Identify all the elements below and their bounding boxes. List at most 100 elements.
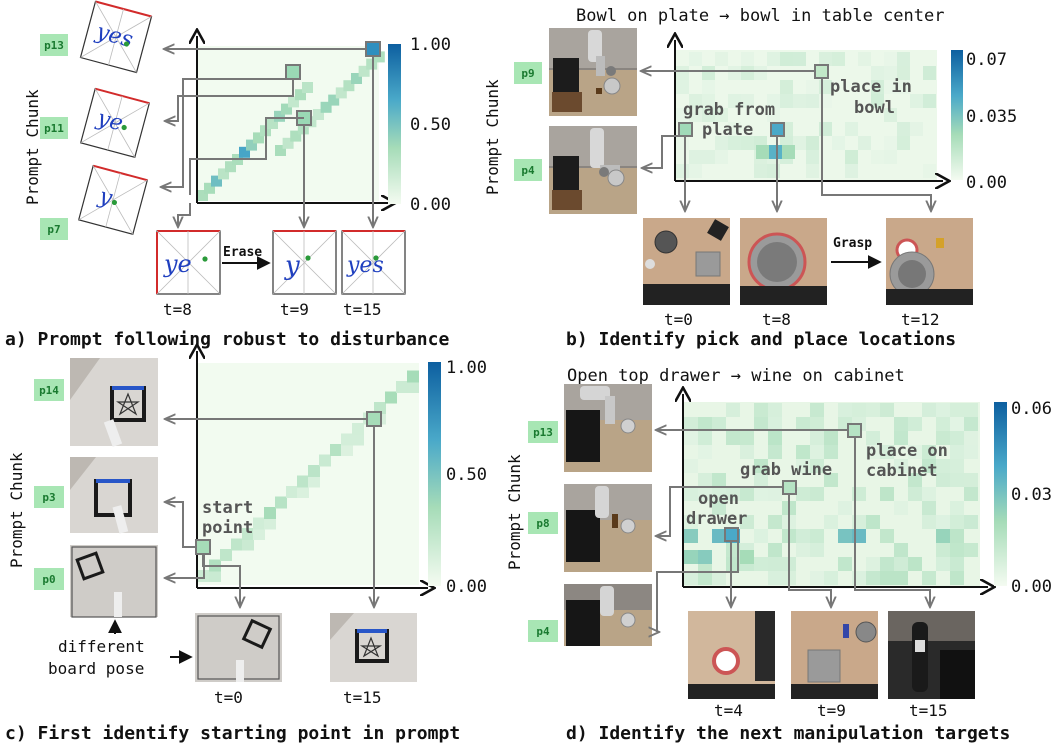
heatmap-cell-d5 [852, 403, 866, 417]
heatmap-cell-d35 [936, 431, 950, 445]
svg-text:p7: p7 [47, 223, 60, 236]
heatmap-cell-d150 [698, 550, 712, 564]
heatmap-cell-d18 [810, 417, 824, 431]
heatmap-cell-c9 [264, 517, 276, 530]
heatmap-cell-d25 [964, 417, 978, 431]
heatmap-cell-b17 [884, 66, 897, 80]
heatmap-cell-d105 [880, 529, 894, 543]
heatmap-cell-d140 [894, 571, 908, 585]
heatmap-cell-d148 [936, 529, 950, 543]
heatmap-cell-d6 [866, 403, 880, 417]
heatmap-cell-d85 [950, 501, 964, 515]
heatmap-cell-b12 [702, 66, 715, 80]
heatmap-cell-d26 [684, 431, 698, 445]
heatmap-cell-a13 [288, 96, 299, 108]
heatmap-cell-b14 [741, 66, 754, 80]
highlight-b-1 [678, 122, 693, 137]
highlight-b-3 [814, 64, 829, 79]
heatmap-cell-d65 [964, 473, 978, 487]
heatmap-cell-b31 [741, 94, 754, 108]
annotation-b-1-line-2: plate [702, 120, 753, 140]
heatmap-cell-b16 [871, 66, 884, 80]
prompt-image-p13: yes [79, 0, 153, 74]
heatmap-cell-b37 [871, 94, 884, 108]
heatmap-cell-a12 [281, 103, 292, 115]
heatmap-cell-d32 [824, 431, 838, 445]
heatmap-cell-a10 [267, 118, 278, 129]
heatmap-cell-b4 [780, 52, 793, 66]
heatmap-cell-b55 [741, 136, 754, 150]
heatmap-cell-d77 [908, 487, 922, 501]
svg-text:ye: ye [163, 250, 192, 278]
time-label-b-3: t=12 [901, 310, 940, 329]
heatmap-cell-b29 [702, 94, 715, 108]
heatmap-cell-a28 [366, 58, 378, 70]
heatmap-cell-d1 [754, 403, 768, 417]
heatmap-cell-d44 [866, 445, 880, 459]
heatmap-cell-d74 [810, 487, 824, 501]
annotation-b-2-line-1: place in [830, 77, 912, 97]
heatmap-cell-b43 [715, 108, 728, 122]
heatmap-cell-c28 [407, 381, 419, 393]
heatmap-cell-b48 [819, 122, 832, 136]
heatmap-cell-c6 [242, 528, 254, 540]
heatmap-cell-b51 [910, 122, 923, 136]
heatmap-cell-b28 [689, 94, 702, 108]
annotation-d-3-line-2: cabinet [866, 461, 938, 481]
heatmap-cell-d50 [684, 459, 698, 473]
annotation-c-line-1: start [202, 498, 253, 518]
board-pose-note-line-1: different [58, 637, 145, 656]
heatmap-cell-b34 [793, 94, 806, 108]
heatmap-cell-b83 [782, 145, 795, 159]
heatmap-cell-d38 [698, 445, 712, 459]
heatmap-cell-d57 [950, 459, 964, 473]
heatmap-cell-d16 [768, 417, 782, 431]
heatmap-cell-d111 [796, 543, 810, 557]
annotation-b-2-line-2: bowl [854, 98, 895, 118]
chip-p9: p9 [514, 62, 542, 84]
heatmap-cell-d125 [880, 557, 894, 571]
svg-text:p13: p13 [44, 39, 64, 52]
highlight-d-1 [847, 423, 862, 438]
heatmap-cell-d64 [950, 473, 964, 487]
heatmap-cell-a1 [204, 182, 215, 194]
heatmap-cell-a2 [211, 175, 222, 187]
heatmap-cell-d88 [768, 515, 782, 529]
prompt-image-p4 [549, 126, 637, 214]
heatmap-cell-a18 [290, 130, 302, 142]
heatmap-cell-d124 [866, 557, 880, 571]
heatmap-cell-b60 [832, 136, 845, 150]
heatmap-cell-b15 [754, 66, 767, 80]
heatmap-cell-a24 [335, 87, 347, 99]
heatmap-cell-c18 [330, 444, 342, 456]
time-label-a-2: t=9 [280, 300, 309, 319]
svg-text:p4: p4 [536, 625, 550, 638]
heatmap-cell-d12 [684, 417, 698, 431]
heatmap-cell-d60 [754, 473, 768, 487]
heatmap-cell-b72 [871, 150, 884, 164]
caption-a: a) Prompt following robust to disturbanc… [5, 329, 449, 350]
title-d: Open top drawer → wine on cabinet [567, 366, 905, 386]
heatmap-cell-d45 [880, 445, 894, 459]
heatmap-cell-d55 [922, 459, 936, 473]
heatmap-cell-a21 [313, 109, 324, 120]
heatmap-cell-c3 [220, 549, 232, 561]
heatmap-cell-b22 [780, 80, 793, 94]
heatmap-cell-d151 [740, 550, 754, 564]
heatmap-cell-c1 [209, 570, 221, 582]
prompt-image-p3 [70, 457, 158, 534]
chip-p0: p0 [34, 568, 64, 590]
heatmap-cell-a23 [328, 94, 340, 106]
heatmap-cell-d120 [754, 557, 768, 571]
heatmap-cell-d43 [824, 445, 838, 459]
heatmap-cell-c29 [407, 370, 419, 383]
svg-text:p3: p3 [42, 491, 55, 504]
time-label-d-2: t=9 [817, 701, 846, 720]
ylabel-a: Prompt Chunk [23, 89, 42, 205]
heatmap-cell-d52 [796, 459, 810, 473]
svg-text:p9: p9 [521, 67, 534, 80]
caption-c: c) First identify starting point in prom… [5, 723, 460, 744]
heatmap-cell-d9 [936, 403, 950, 417]
heatmap-cell-b7 [832, 52, 845, 66]
heatmap-cell-c7 [253, 528, 265, 540]
